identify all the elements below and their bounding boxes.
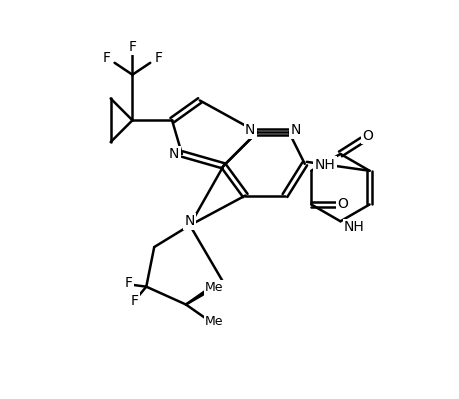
Text: F: F (103, 51, 111, 65)
Text: O: O (363, 129, 374, 143)
Text: F: F (124, 276, 133, 290)
Text: F: F (154, 51, 162, 65)
Text: Me: Me (205, 281, 224, 294)
Text: F: F (130, 294, 139, 308)
Text: NH: NH (344, 220, 365, 234)
Text: F: F (129, 40, 136, 54)
Text: N: N (291, 123, 301, 137)
Text: Me: Me (205, 315, 224, 328)
Text: N: N (185, 214, 195, 228)
Text: N: N (245, 123, 255, 137)
Text: NH: NH (315, 158, 336, 172)
Text: N: N (169, 147, 179, 161)
Text: O: O (337, 198, 348, 211)
